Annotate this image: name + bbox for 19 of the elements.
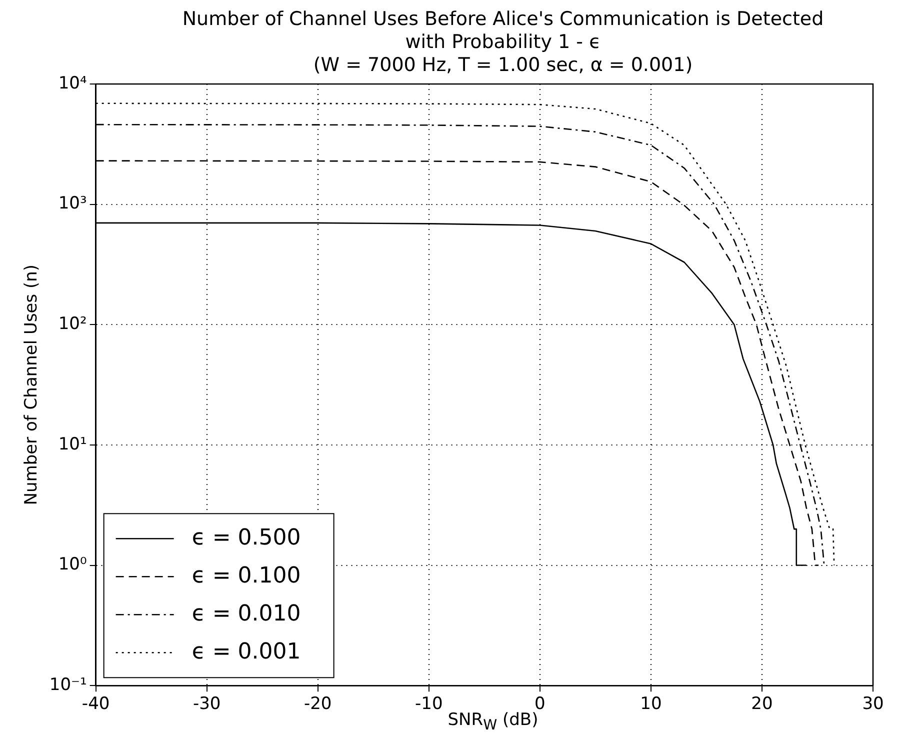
x-tick-label: -30	[192, 694, 221, 714]
y-tick-label: 10²	[58, 314, 87, 334]
y-tick-label: 10⁴	[58, 73, 87, 94]
x-tick-label: 30	[862, 694, 884, 714]
x-tick-label: -20	[304, 694, 332, 714]
chart-title: Number of Channel Uses Before Alice's Communication is Detected with Probability 1 - ϵ (W = 7000 Hz, T = 1.00 sec, α = 0.001)	[181, 8, 825, 77]
y-tick-label: 10⁰	[58, 554, 87, 575]
y-tick-label: 10⁻¹	[49, 675, 87, 696]
x-tick-label: -40	[82, 694, 110, 714]
legend-label: ϵ = 0.001	[192, 639, 301, 664]
legend-label: ϵ = 0.010	[192, 601, 301, 626]
legend-label: ϵ = 0.500	[192, 525, 301, 550]
x-tick-label: -10	[415, 694, 443, 714]
x-tick-label: 20	[751, 694, 773, 714]
legend-label: ϵ = 0.100	[192, 563, 301, 588]
x-tick-label: 10	[640, 694, 662, 714]
y-tick-label: 10¹	[58, 434, 87, 454]
y-tick-label: 10³	[58, 194, 87, 214]
y-axis-title: Number of Channel Uses (n)	[22, 264, 42, 506]
